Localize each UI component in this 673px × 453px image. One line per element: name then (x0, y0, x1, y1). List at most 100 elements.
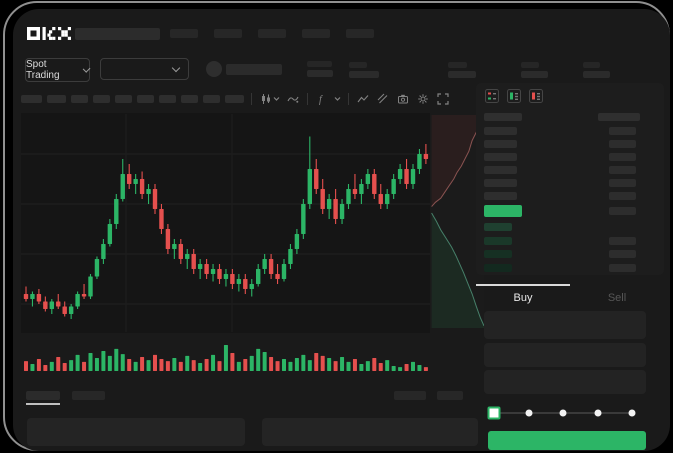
app-window: Spot Trading f (13, 9, 670, 451)
book-combined-icon[interactable] (485, 89, 499, 103)
pair-selector[interactable] (100, 58, 189, 80)
orderbook-ask-row[interactable] (484, 140, 636, 148)
orderbook-ask-row[interactable] (484, 127, 636, 135)
stat-value-placeholder (349, 71, 379, 78)
volume-chart[interactable] (21, 343, 430, 371)
submit-buy-button[interactable] (488, 431, 646, 450)
indicators-icon[interactable]: f (315, 92, 329, 106)
slider-stop[interactable] (559, 409, 567, 417)
price-change-placeholder (307, 61, 333, 77)
slider-stop[interactable] (594, 409, 601, 417)
amount-slider[interactable] (487, 405, 637, 421)
bottom-tab-active-placeholder[interactable] (26, 391, 60, 400)
total-input-placeholder[interactable] (484, 370, 646, 394)
ask-price-placeholder (484, 127, 517, 135)
interval-button-placeholder[interactable] (47, 95, 66, 103)
orderbook-bids (484, 223, 636, 277)
amount-input-placeholder[interactable] (484, 343, 646, 367)
slider-handle[interactable] (487, 406, 501, 420)
amount-placeholder (609, 207, 636, 215)
nav-item-placeholder[interactable] (258, 29, 286, 38)
bottom-action-placeholder[interactable] (437, 391, 463, 400)
change-value-placeholder (307, 61, 332, 67)
orderbook-bid-row[interactable] (484, 263, 636, 272)
book-asks-only-icon[interactable] (529, 89, 543, 103)
market-stat-placeholder (448, 62, 476, 78)
orderbook-bid-row[interactable] (484, 223, 636, 231)
ask-amount-placeholder (609, 179, 636, 187)
orderbook-ask-row[interactable] (484, 166, 636, 174)
history-panel-placeholder (262, 418, 478, 446)
interval-button-placeholder[interactable] (71, 95, 88, 103)
nav-item-placeholder[interactable] (170, 29, 198, 38)
nav-item-placeholder[interactable] (346, 29, 374, 38)
book-bids-only-icon[interactable] (507, 89, 521, 103)
stat-value-placeholder (583, 71, 610, 78)
nav-item-placeholder[interactable] (302, 29, 330, 38)
price-column-header-placeholder (484, 113, 522, 121)
price-chart[interactable] (21, 113, 430, 333)
orderbook-header (484, 113, 640, 121)
ask-price-placeholder (484, 140, 517, 148)
bottom-action-placeholder[interactable] (394, 391, 426, 400)
chevron-down-icon[interactable] (273, 96, 280, 102)
bid-price-placeholder (484, 236, 512, 245)
orderbook-ask-row[interactable] (484, 153, 636, 161)
stat-value-placeholder (448, 71, 476, 78)
tab-buy[interactable]: Buy (476, 287, 570, 309)
interval-button-placeholder[interactable] (21, 95, 42, 103)
interval-button-placeholder[interactable] (225, 95, 244, 103)
slider-stop[interactable] (525, 409, 532, 417)
orderbook-ask-row[interactable] (484, 179, 636, 187)
bid-amount-placeholder (609, 250, 636, 258)
market-type-selector[interactable]: Spot Trading (25, 58, 91, 82)
camera-icon[interactable] (396, 92, 410, 106)
search-placeholder[interactable] (75, 28, 160, 40)
divider (251, 93, 252, 105)
price-input-placeholder[interactable] (484, 311, 646, 339)
orderbook-ask-row[interactable] (484, 192, 636, 200)
orderbook-bid-row[interactable] (484, 236, 636, 245)
chevron-down-icon[interactable] (334, 96, 341, 102)
ask-amount-placeholder (609, 153, 636, 161)
ask-amount-placeholder (609, 166, 636, 174)
orderbook-bid-row[interactable] (484, 250, 636, 258)
buy-tab-indicator (476, 284, 570, 286)
draw-icon[interactable] (376, 92, 390, 106)
orders-panel-placeholder (27, 418, 245, 446)
change-pct-placeholder (307, 70, 333, 77)
bottom-tab-placeholder[interactable] (72, 391, 105, 400)
candlestick-svg (21, 114, 430, 332)
interval-button-placeholder[interactable] (203, 95, 220, 103)
last-price-row[interactable] (484, 205, 636, 217)
interval-button-placeholder[interactable] (159, 95, 176, 103)
device-frame: Spot Trading f (3, 1, 670, 451)
settings-gear-icon[interactable] (416, 92, 430, 106)
line-tool-icon[interactable] (356, 92, 370, 106)
interval-button-placeholder[interactable] (93, 95, 110, 103)
interval-button-placeholder[interactable] (137, 95, 154, 103)
fullscreen-icon[interactable] (436, 92, 450, 106)
last-price-highlight (484, 205, 522, 217)
interval-button-placeholder[interactable] (115, 95, 132, 103)
bid-amount-placeholder (609, 263, 636, 272)
tab-sell[interactable]: Sell (570, 287, 664, 309)
ask-price-placeholder (484, 153, 517, 161)
bid-price-placeholder (484, 263, 512, 272)
interval-buttons (21, 95, 244, 103)
chart-toolbar: f (21, 92, 450, 106)
stat-value-placeholder (521, 71, 548, 78)
market-type-label: Spot Trading (26, 59, 60, 81)
market-stat-placeholder (349, 62, 379, 78)
compare-icon[interactable] (286, 92, 300, 106)
interval-button-placeholder[interactable] (181, 95, 198, 103)
nav-item-placeholder[interactable] (214, 29, 242, 38)
okx-logo[interactable] (27, 27, 71, 45)
depth-chart[interactable] (430, 114, 485, 328)
chevron-down-icon (171, 63, 181, 73)
divider (307, 93, 308, 105)
chart-type-icon[interactable] (259, 92, 273, 106)
depth-svg (431, 114, 485, 328)
divider (348, 93, 349, 105)
slider-stop[interactable] (628, 409, 636, 417)
